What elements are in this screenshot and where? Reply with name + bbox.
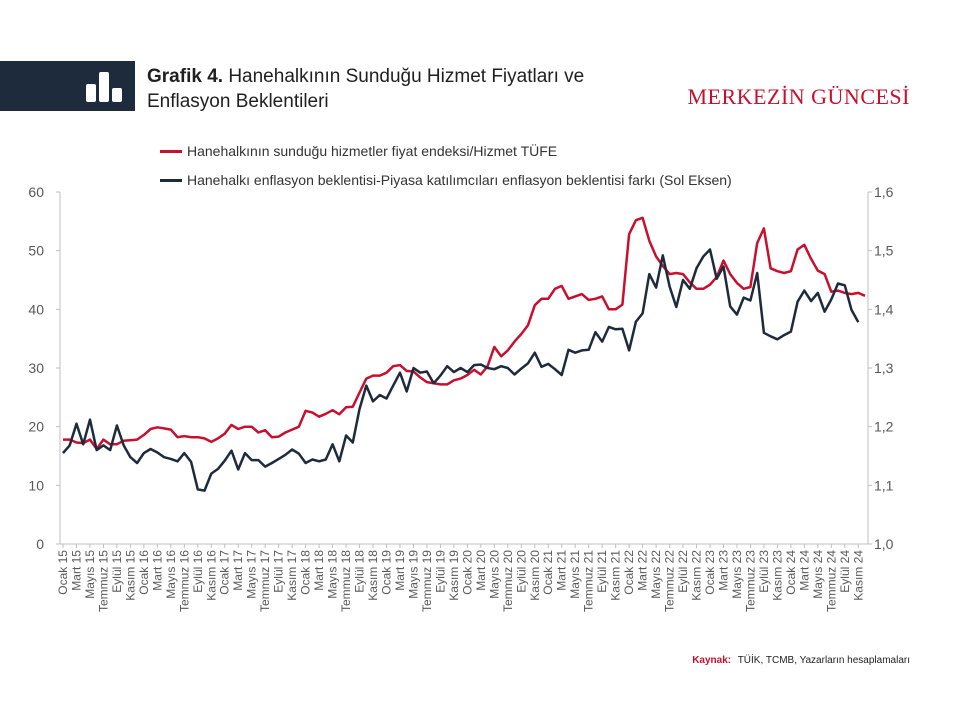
bar-chart-icon (86, 72, 122, 102)
x-tick-label: Ocak 21 (541, 550, 555, 595)
x-tick-label: Eylül 17 (272, 550, 286, 593)
x-tick-label: Mayıs 21 (568, 550, 582, 599)
x-tick-label: Ocak 20 (460, 550, 474, 595)
y-left-tick-label: 50 (28, 243, 44, 259)
x-tick-label: Mayıs 24 (811, 550, 825, 599)
x-tick-label: Mart 18 (312, 550, 326, 591)
y-right-tick-label: 1,5 (874, 243, 894, 259)
x-tick-label: Ocak 23 (703, 550, 717, 595)
x-tick-label: Mayıs 16 (164, 550, 178, 599)
title-bold: Grafik 4. (147, 66, 224, 87)
x-tick-label: Temmuz 20 (501, 550, 515, 612)
service-price-ratio-line (63, 216, 866, 451)
x-tick-label: Eylül 23 (757, 550, 771, 593)
x-tick-label: Mayıs 17 (245, 550, 259, 599)
y-left-tick-label: 30 (28, 360, 44, 376)
y-left-tick-label: 20 (28, 419, 44, 435)
x-tick-label: Temmuz 16 (177, 550, 191, 612)
y-right-tick-label: 1,1 (874, 477, 894, 493)
x-tick-label: Kasım 17 (285, 550, 299, 601)
y-right-tick-label: 1,0 (874, 536, 894, 552)
legend-item-red: Hanehalkının sunduğu hizmetler fiyat end… (160, 143, 557, 159)
x-tick-label: Mart 22 (636, 550, 650, 591)
x-tick-label: Temmuz 19 (420, 550, 434, 612)
x-tick-label: Eylül 19 (433, 550, 447, 593)
x-tick-label: Kasım 20 (528, 550, 542, 601)
x-tick-label: Mart 17 (231, 550, 245, 591)
x-tick-label: Kasım 23 (770, 550, 784, 601)
x-tick-label: Eylül 24 (838, 550, 852, 593)
legend-swatch-navy (160, 178, 182, 182)
x-tick-label: Eylül 16 (191, 550, 205, 593)
x-tick-label: Mart 24 (797, 550, 811, 591)
x-tick-label: Eylül 21 (595, 550, 609, 593)
brand-logo: MERKEZİN GÜNCESİ (687, 84, 910, 109)
source-label: Kaynak: (692, 655, 732, 666)
y-right-tick-label: 1,4 (874, 301, 894, 317)
x-tick-label: Mayıs 18 (326, 550, 340, 599)
x-tick-label: Eylül 18 (353, 550, 367, 593)
x-tick-label: Kasım 16 (204, 550, 218, 601)
legend-swatch-red (160, 149, 182, 153)
x-tick-label: Ocak 22 (622, 550, 636, 595)
x-tick-label: Ocak 15 (56, 550, 70, 595)
x-tick-label: Ocak 17 (218, 550, 232, 595)
legend-item-navy: Hanehalkı enflasyon beklentisi-Piyasa ka… (160, 172, 732, 188)
x-tick-label: Temmuz 17 (258, 550, 272, 612)
legend-label-red: Hanehalkının sunduğu hizmetler fiyat end… (187, 143, 558, 159)
x-tick-label: Mart 19 (393, 550, 407, 591)
x-tick-label: Temmuz 18 (339, 550, 353, 612)
x-tick-label: Kasım 22 (690, 550, 704, 601)
x-tick-label: Mayıs 20 (487, 550, 501, 599)
x-tick-label: Mayıs 22 (649, 550, 663, 599)
legend-label-navy: Hanehalkı enflasyon beklentisi-Piyasa ka… (187, 172, 732, 188)
x-tick-label: Mayıs 19 (406, 550, 420, 599)
x-tick-label: Kasım 18 (366, 550, 380, 601)
x-tick-label: Ocak 16 (137, 550, 151, 595)
y-left-tick-label: 10 (28, 477, 44, 493)
x-tick-label: Eylül 22 (676, 550, 690, 593)
y-right-tick-label: 1,6 (874, 184, 894, 200)
x-tick-label: Temmuz 21 (582, 550, 596, 612)
x-tick-label: Temmuz 22 (663, 550, 677, 612)
x-tick-label: Mayıs 23 (730, 550, 744, 599)
y-left-tick-label: 40 (28, 301, 44, 317)
x-tick-label: Temmuz 23 (743, 550, 757, 612)
x-tick-label: Mart 20 (474, 550, 488, 591)
x-tick-label: Mart 15 (69, 550, 83, 591)
x-tick-label: Ocak 18 (299, 550, 313, 595)
chart-title: Grafik 4. Hanehalkının Sunduğu Hizmet Fi… (147, 64, 667, 114)
x-tick-label: Temmuz 15 (96, 550, 110, 612)
y-right-tick-label: 1,2 (874, 419, 894, 435)
x-tick-label: Kasım 21 (609, 550, 623, 601)
title-banner (0, 61, 135, 111)
x-tick-label: Mart 23 (716, 550, 730, 591)
y-left-tick-label: 0 (36, 536, 44, 552)
x-tick-label: Mayıs 15 (83, 550, 97, 599)
x-tick-label: Kasım 19 (447, 550, 461, 601)
source-text: TÜİK, TCMB, Yazarların hesaplamaları (737, 655, 910, 666)
x-tick-label: Mart 21 (555, 550, 569, 591)
x-tick-label: Mart 16 (150, 550, 164, 591)
y-right-tick-label: 1,3 (874, 360, 894, 376)
x-tick-label: Eylül 15 (110, 550, 124, 593)
x-tick-label: Kasım 24 (851, 550, 865, 601)
source-note: Kaynak: TÜİK, TCMB, Yazarların hesaplama… (692, 655, 910, 666)
x-tick-label: Temmuz 24 (824, 550, 838, 612)
x-tick-label: Kasım 15 (123, 550, 137, 601)
x-tick-label: Eylül 20 (514, 550, 528, 593)
y-left-tick-label: 60 (28, 184, 44, 200)
x-tick-label: Ocak 24 (784, 550, 798, 595)
title-text: Hanehalkının Sunduğu Hizmet Fiyatları ve… (147, 66, 585, 112)
x-tick-label: Ocak 19 (379, 550, 393, 595)
expectation-gap-line (62, 248, 860, 492)
